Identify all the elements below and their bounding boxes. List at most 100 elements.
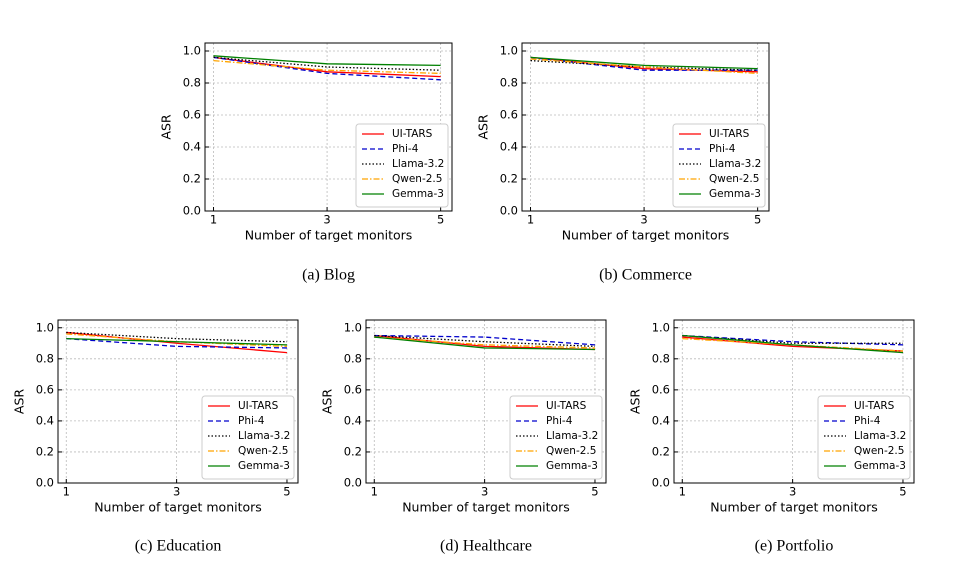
legend-label: Phi-4 — [854, 415, 881, 427]
series-line — [530, 58, 758, 75]
series-line — [66, 337, 287, 349]
legend-label: Phi-4 — [546, 415, 573, 427]
x-tick-label: 5 — [591, 485, 598, 499]
legend-label: Qwen-2.5 — [238, 445, 288, 457]
y-tick-label: 0.0 — [500, 204, 518, 218]
x-tick-label: 1 — [527, 213, 534, 227]
caption: (a) Blog — [302, 267, 355, 284]
legend-label: Llama-3.2 — [238, 430, 290, 442]
plot-frame — [57, 319, 299, 484]
series-line — [213, 56, 441, 71]
series-line — [682, 334, 903, 346]
legend-label: Llama-3.2 — [392, 158, 444, 170]
y-tick-label: 1.0 — [652, 320, 670, 334]
y-tick-label: 0.0 — [344, 476, 362, 490]
y-tick-label: 0.8 — [652, 351, 670, 365]
x-axis-label: Number of target monitors — [94, 500, 262, 515]
legend-label: Qwen-2.5 — [392, 173, 442, 185]
y-tick-label: 0.2 — [652, 444, 670, 458]
x-tick-label: 1 — [679, 485, 686, 499]
legend-label: UI-TARS — [392, 128, 433, 140]
legend-box — [817, 395, 911, 480]
x-axis-label: Number of target monitors — [562, 228, 730, 243]
legend-label: Llama-3.2 — [709, 158, 761, 170]
x-tick-label: 5 — [283, 485, 290, 499]
y-tick-label: 0.8 — [344, 351, 362, 365]
series-line — [213, 59, 441, 75]
legend-label: UI-TARS — [709, 128, 750, 140]
y-tick-label: 0.4 — [183, 140, 201, 154]
y-tick-label: 0.4 — [36, 413, 54, 427]
series-line — [530, 59, 758, 71]
x-tick-label: 1 — [371, 485, 378, 499]
legend-box — [201, 395, 295, 480]
y-tick-label: 0.0 — [652, 476, 670, 490]
series-line — [374, 336, 595, 349]
series-line — [682, 334, 904, 354]
series-line — [66, 333, 287, 348]
y-tick-label: 0.6 — [183, 108, 201, 122]
plot-frame — [521, 42, 770, 212]
series-line — [213, 56, 441, 81]
legend-label: Gemma-3 — [546, 460, 598, 472]
x-tick-label: 3 — [789, 485, 796, 499]
series-line — [213, 56, 441, 78]
y-tick-label: 0.4 — [652, 413, 670, 427]
y-tick-label: 1.0 — [36, 320, 54, 334]
x-tick-label: 5 — [754, 213, 761, 227]
y-tick-label: 0.8 — [36, 351, 54, 365]
caption: (c) Education — [135, 538, 222, 555]
series-line — [213, 55, 441, 67]
legend-label: Qwen-2.5 — [854, 445, 904, 457]
y-tick-label: 0.6 — [652, 382, 670, 396]
x-tick-label: 3 — [640, 213, 647, 227]
legend-label: Gemma-3 — [854, 460, 906, 472]
x-tick-label: 1 — [63, 485, 70, 499]
legend-box — [509, 395, 603, 480]
legend-label: Llama-3.2 — [854, 430, 906, 442]
x-tick-label: 3 — [173, 485, 180, 499]
series-line — [374, 334, 596, 346]
series-line — [374, 336, 595, 351]
x-tick-label: 3 — [323, 213, 330, 227]
y-tick-label: 1.0 — [183, 44, 201, 58]
legend-box — [672, 123, 766, 208]
y-axis-label: ASR — [159, 114, 174, 139]
y-tick-label: 0.4 — [500, 140, 518, 154]
legend-label: Phi-4 — [238, 415, 265, 427]
y-tick-label: 0.6 — [344, 382, 362, 396]
legend-label: Gemma-3 — [238, 460, 290, 472]
legend-label: UI-TARS — [854, 400, 895, 412]
y-tick-label: 1.0 — [500, 44, 518, 58]
y-tick-label: 0.2 — [500, 172, 518, 186]
caption: (d) Healthcare — [440, 538, 532, 555]
y-tick-label: 0.0 — [183, 204, 201, 218]
x-tick-label: 5 — [437, 213, 444, 227]
legend-label: UI-TARS — [546, 400, 587, 412]
legend-label: Gemma-3 — [709, 188, 761, 200]
y-tick-label: 0.2 — [36, 444, 54, 458]
x-tick-label: 5 — [899, 485, 906, 499]
y-tick-label: 0.2 — [344, 444, 362, 458]
series-line — [66, 337, 287, 346]
series-line — [682, 337, 904, 352]
y-tick-label: 0.6 — [36, 382, 54, 396]
y-axis-label: ASR — [628, 389, 643, 414]
y-tick-label: 0.2 — [183, 172, 201, 186]
y-axis-label: ASR — [320, 389, 335, 414]
plot-frame — [204, 42, 453, 212]
legend-label: Gemma-3 — [392, 188, 444, 200]
caption: (e) Portfolio — [755, 538, 834, 555]
y-tick-label: 0.8 — [500, 76, 518, 90]
legend-label: Phi-4 — [709, 143, 736, 155]
series-line — [530, 56, 758, 70]
y-tick-label: 1.0 — [344, 320, 362, 334]
legend-label: Qwen-2.5 — [709, 173, 759, 185]
series-line — [530, 56, 758, 71]
x-tick-label: 1 — [210, 213, 217, 227]
legend-label: Phi-4 — [392, 143, 419, 155]
legend-label: UI-TARS — [238, 400, 279, 412]
y-tick-label: 0.0 — [36, 476, 54, 490]
legend-label: Qwen-2.5 — [546, 445, 596, 457]
